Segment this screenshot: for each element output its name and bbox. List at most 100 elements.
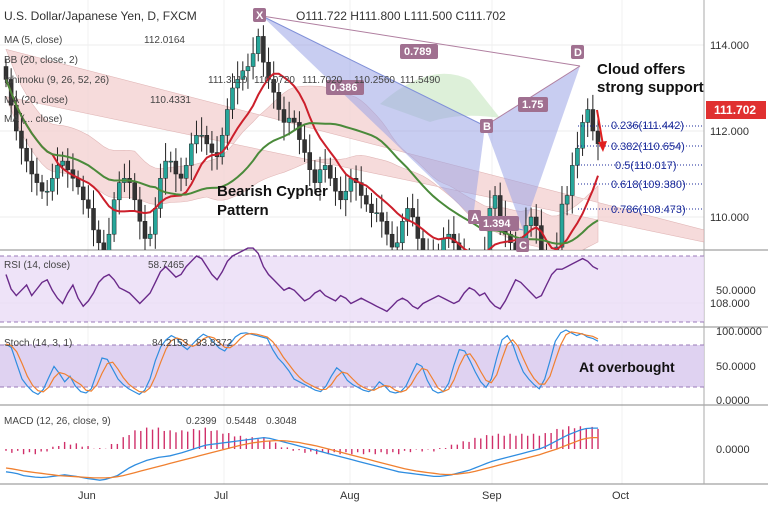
ma5-label[interactable]: MA (5, close) bbox=[4, 35, 62, 46]
candle bbox=[132, 173, 137, 211]
candle bbox=[427, 238, 429, 250]
ratio-1394: 1.394 bbox=[479, 216, 519, 231]
rsi-label[interactable]: RSI (14, close) bbox=[4, 260, 70, 271]
rsi-tick-50: 50.0000 bbox=[716, 285, 756, 297]
svg-text:D: D bbox=[574, 47, 582, 59]
candle bbox=[302, 124, 307, 162]
svg-text:A: A bbox=[471, 212, 479, 224]
macd-label[interactable]: MACD (12, 26, close, 9) bbox=[4, 416, 111, 427]
macd-v3: 0.3048 bbox=[266, 416, 297, 427]
ichimoku-v3: 111.7020 bbox=[302, 75, 343, 86]
svg-text:C: C bbox=[519, 240, 527, 252]
time-axis: Jun Jul Aug Sep Oct bbox=[78, 490, 629, 502]
fib-0236: 0.236(111.442) bbox=[611, 120, 684, 132]
ma-c-label[interactable]: MA (... close) bbox=[4, 114, 62, 125]
candle bbox=[101, 229, 107, 250]
ichimoku-v5: 111.5490 bbox=[400, 75, 441, 86]
candle bbox=[65, 148, 71, 188]
candle bbox=[379, 194, 385, 238]
candle bbox=[317, 156, 323, 201]
svg-text:111.702: 111.702 bbox=[714, 103, 756, 117]
candle bbox=[559, 186, 565, 250]
svg-text:0.789: 0.789 bbox=[404, 46, 432, 58]
ohlc-readout: O111.722 H111.800 L111.500 C111.702 bbox=[296, 9, 506, 23]
price-tick-114.000: 114.000 bbox=[710, 40, 749, 52]
candle bbox=[528, 207, 534, 237]
candle bbox=[312, 160, 318, 194]
svg-text:0.386: 0.386 bbox=[330, 82, 358, 94]
point-c: C bbox=[516, 238, 529, 252]
candle bbox=[328, 157, 333, 187]
candle bbox=[50, 163, 55, 201]
pattern-label-2: Pattern bbox=[217, 202, 269, 219]
candle bbox=[173, 148, 179, 193]
candle bbox=[178, 157, 184, 192]
candlesticks bbox=[3, 25, 601, 250]
chart-title: U.S. Dollar/Japanese Yen, D, FXCM bbox=[4, 9, 197, 23]
ratio-0386: 0.386 bbox=[326, 80, 364, 95]
candle bbox=[117, 171, 122, 215]
bd-line bbox=[484, 65, 581, 127]
point-x: X bbox=[253, 8, 266, 22]
candle bbox=[199, 117, 204, 152]
candle bbox=[111, 192, 117, 242]
candle bbox=[91, 190, 96, 247]
candle bbox=[240, 61, 246, 91]
ma20-label[interactable]: MA (20, close) bbox=[4, 95, 68, 106]
svg-text:1.394: 1.394 bbox=[483, 218, 511, 230]
current-price-badge: 111.702 bbox=[706, 101, 766, 119]
stoch-d-value: 83.8372 bbox=[196, 338, 233, 349]
candle bbox=[286, 101, 292, 136]
candle bbox=[183, 157, 189, 187]
fib-0382: 0.382(110.654) bbox=[611, 141, 685, 153]
candle bbox=[570, 152, 575, 214]
candle bbox=[204, 125, 210, 156]
stoch-tick-50: 50.0000 bbox=[716, 361, 756, 373]
candle bbox=[322, 149, 328, 183]
time-tick-oct: Oct bbox=[612, 490, 629, 502]
cloud-label-1: Cloud offers bbox=[597, 61, 685, 78]
point-d: D bbox=[571, 45, 584, 59]
candle bbox=[333, 167, 338, 206]
stoch-band bbox=[0, 345, 704, 387]
candle bbox=[86, 185, 91, 218]
candle bbox=[250, 37, 256, 80]
candle bbox=[400, 213, 405, 250]
candle bbox=[590, 94, 596, 141]
pattern-label-1: Bearish Cypher bbox=[217, 183, 328, 200]
candle bbox=[374, 198, 379, 223]
candle bbox=[219, 127, 225, 165]
price-tick-108.000: 108.000 bbox=[710, 298, 750, 310]
overbought-label: At overbought bbox=[579, 359, 675, 375]
macd-line bbox=[5, 427, 598, 481]
candle bbox=[297, 111, 302, 155]
candle bbox=[533, 204, 539, 244]
candle bbox=[96, 220, 101, 250]
candle bbox=[539, 209, 544, 250]
candle bbox=[410, 193, 415, 227]
cypher-pattern-xab bbox=[262, 16, 485, 218]
candle bbox=[492, 186, 498, 220]
price-tick-110.000: 110.000 bbox=[710, 212, 749, 224]
stoch-label[interactable]: Stoch (14, 3, 1) bbox=[4, 338, 72, 349]
ichimoku-v4: 110.2560 bbox=[354, 75, 395, 86]
ichimoku-v1: 111.3110 bbox=[208, 75, 248, 86]
cypher-pattern-bcd bbox=[485, 66, 580, 230]
candle bbox=[34, 157, 40, 196]
ratio-0789: 0.789 bbox=[400, 44, 438, 59]
candle bbox=[44, 180, 50, 206]
candle bbox=[463, 238, 465, 250]
bb-label[interactable]: BB (20, close, 2) bbox=[4, 55, 78, 66]
candle bbox=[369, 192, 374, 228]
rsi-line bbox=[5, 247, 599, 313]
candle bbox=[338, 176, 343, 210]
candle bbox=[225, 98, 230, 150]
candle bbox=[189, 132, 194, 181]
ichimoku-label[interactable]: Ichimoku (9, 26, 52, 26) bbox=[4, 75, 109, 86]
candle bbox=[276, 82, 282, 121]
fib-05: 0.5(110.017) bbox=[615, 160, 677, 172]
candle bbox=[80, 175, 86, 215]
candle bbox=[261, 25, 266, 77]
candle bbox=[19, 112, 24, 165]
